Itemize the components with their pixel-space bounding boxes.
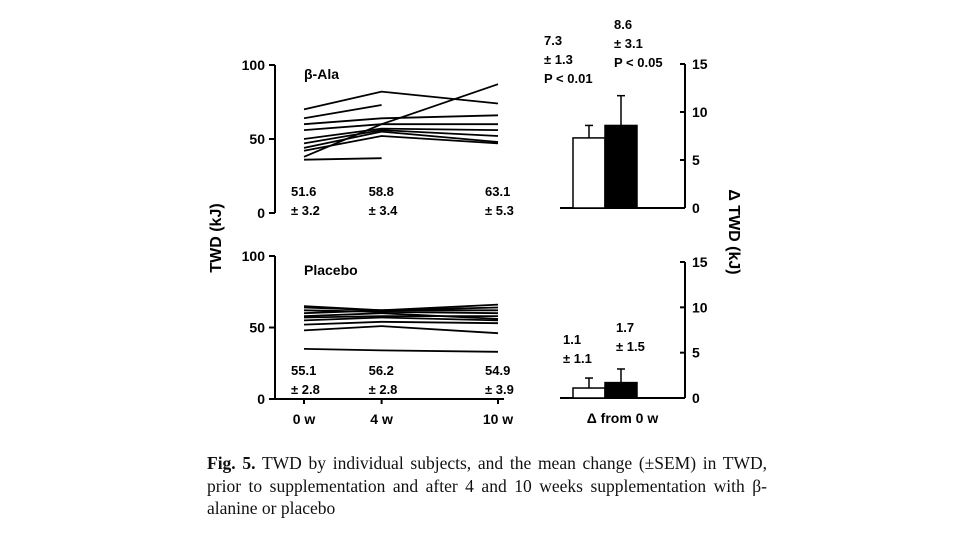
- bar-sem-label: ± 1.5: [616, 339, 645, 354]
- right-y-tick-label: 0: [692, 390, 700, 406]
- y-tick-label: 50: [249, 131, 265, 147]
- sem-label: ± 3.2: [291, 203, 320, 218]
- bar-10w: [604, 124, 638, 209]
- sem-label: ± 2.8: [291, 382, 320, 397]
- subject-line-p5: [303, 312, 499, 320]
- right-y-tick-label: 5: [692, 345, 700, 361]
- line-panel-1: 0 50 100 β-Ala 51.6 ± 3.2 58.8 ± 3.4 63.1 ± 5.3: [242, 57, 514, 221]
- bar-4w: [572, 137, 606, 209]
- subject-line-p4: [303, 309, 498, 315]
- bar-sem-label: ± 1.3: [544, 52, 573, 67]
- bar-panel-2: 0 5 10 15 1.1 ± 1.1 1.7 ± 1.5 Δ from 0 w: [560, 254, 708, 426]
- subject-line-s8: [303, 129, 499, 145]
- x-tick-label: 4 w: [370, 411, 393, 427]
- right-y-tick-label: 5: [692, 152, 700, 168]
- mean-label: 54.9: [485, 363, 510, 378]
- subject-line-s10: [303, 135, 499, 152]
- subject-line-p9: [303, 325, 499, 335]
- bar-p-label: P < 0.05: [614, 55, 663, 70]
- sem-label: ± 3.4: [369, 203, 399, 218]
- shared-right-ylabel: Δ TWD (kJ): [725, 189, 742, 274]
- bar-10w: [604, 381, 638, 399]
- subject-line-s6: [303, 123, 498, 131]
- bar-p-label: P < 0.01: [544, 71, 593, 86]
- bar-value-label: 1.7: [616, 320, 634, 335]
- subject-line-p8: [303, 320, 499, 326]
- bar-value-label: 7.3: [544, 33, 562, 48]
- panel-title: β-Ala: [304, 66, 339, 82]
- subject-line-p3: [303, 309, 499, 315]
- sem-label: ± 2.8: [369, 382, 398, 397]
- subject-line-s3: [303, 104, 382, 120]
- bar-value-label: 1.1: [563, 332, 581, 347]
- y-tick-label: 100: [242, 57, 266, 73]
- sem-label: ± 3.9: [485, 382, 514, 397]
- mean-label: 58.8: [369, 184, 394, 199]
- subject-line-p7: [303, 316, 499, 322]
- bar-4w: [572, 387, 606, 399]
- bar-sem-label: ± 1.1: [563, 351, 592, 366]
- mean-label: 55.1: [291, 363, 316, 378]
- x-tick-label: 0 w: [293, 411, 316, 427]
- mean-label: 51.6: [291, 184, 316, 199]
- bar-value-label: 8.6: [614, 17, 632, 32]
- caption-label: Fig. 5.: [207, 453, 256, 473]
- subject-line-s5: [303, 114, 499, 126]
- line-panel-2: 0 50 100 0 w 4 w 10 w Placebo 55.1 ± 2.8 56.2 ± 2.…: [242, 248, 514, 427]
- subject-line-s1: [303, 90, 499, 111]
- right-y-tick-label: 10: [692, 104, 708, 120]
- right-y-tick-label: 15: [692, 56, 708, 72]
- mean-label: 63.1: [485, 184, 510, 199]
- panel-title: Placebo: [304, 262, 358, 278]
- figure-caption: Fig. 5. TWD by individual subjects, and …: [207, 452, 767, 520]
- subject-line-s9: [303, 130, 499, 149]
- right-y-tick-label: 10: [692, 299, 708, 315]
- caption-text: TWD by individual subjects, and the mean…: [207, 453, 768, 518]
- y-tick-label: 50: [249, 320, 265, 336]
- bar-x-label: Δ from 0 w: [587, 410, 659, 426]
- y-tick-label: 0: [257, 391, 265, 407]
- subject-line-p6: [303, 315, 498, 319]
- y-tick-label: 100: [242, 248, 266, 264]
- shared-ylabel: TWD (kJ): [208, 203, 225, 272]
- y-tick-label: 0: [257, 205, 265, 221]
- subject-line-s7: [303, 127, 499, 140]
- mean-label: 56.2: [369, 363, 394, 378]
- right-y-tick-label: 0: [692, 200, 700, 216]
- right-y-tick-label: 15: [692, 254, 708, 270]
- subject-line-s11: [303, 157, 382, 161]
- bar-sem-label: ± 3.1: [614, 36, 643, 51]
- x-tick-label: 10 w: [483, 411, 513, 427]
- bar-panel-1: 0 5 10 15 7.3 ± 1.3 P < 0.01 8.6 ± 3.1 P < 0.05: [544, 17, 708, 216]
- sem-label: ± 5.3: [485, 203, 514, 218]
- subject-line-p10: [303, 348, 499, 353]
